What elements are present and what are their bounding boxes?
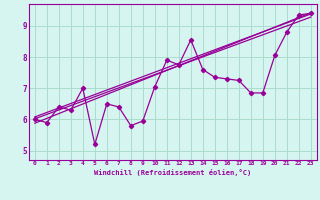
X-axis label: Windchill (Refroidissement éolien,°C): Windchill (Refroidissement éolien,°C)	[94, 169, 252, 176]
